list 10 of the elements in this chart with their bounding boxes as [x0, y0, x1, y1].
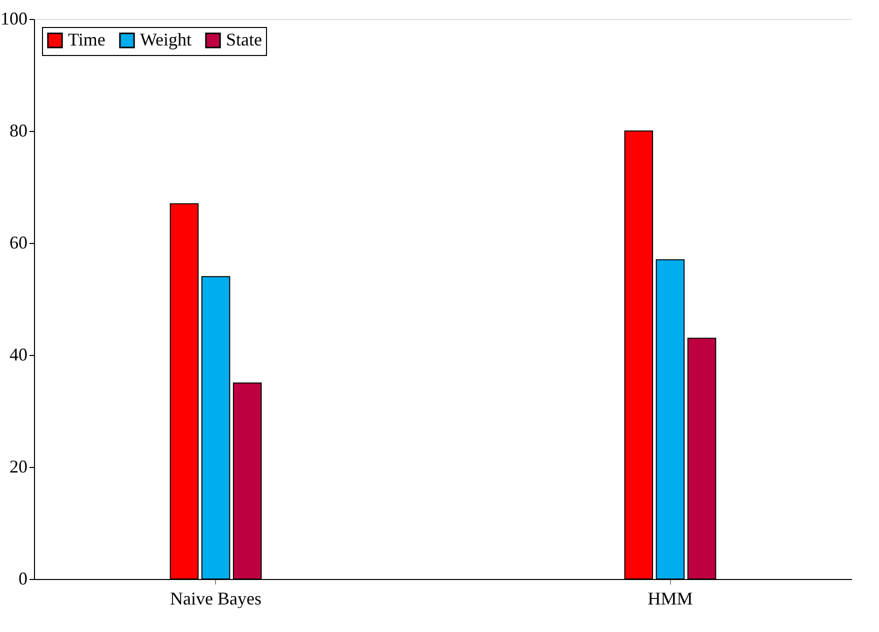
legend-label: Weight	[140, 29, 192, 50]
y-tick-label: 0	[18, 568, 28, 588]
legend-label: Time	[68, 29, 106, 50]
x-tick-label: HMM	[648, 588, 693, 608]
legend-label: State	[226, 29, 262, 50]
y-tick-label: 100	[0, 8, 28, 28]
y-tick-label: 80	[10, 120, 28, 140]
y-tick-label: 40	[10, 344, 28, 364]
y-tick-label: 60	[10, 232, 28, 252]
y-tick-label: 20	[10, 456, 28, 476]
